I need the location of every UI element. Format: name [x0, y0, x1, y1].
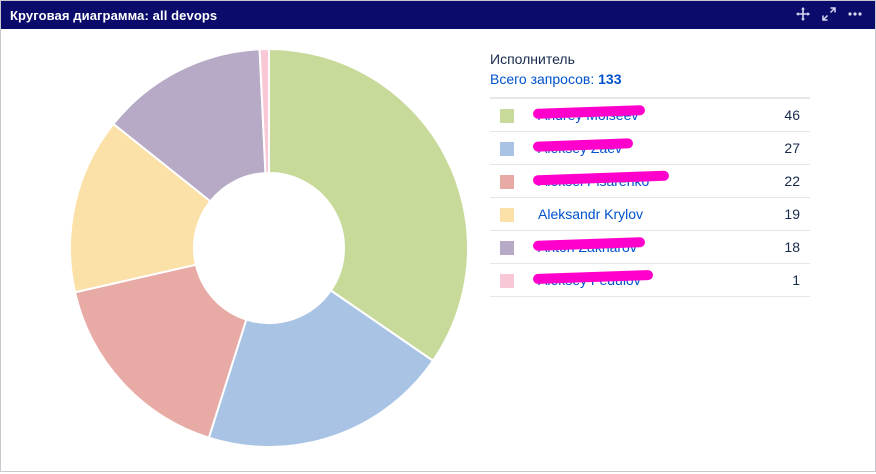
donut-chart — [69, 47, 469, 448]
legend-swatch — [500, 241, 514, 256]
pie-slice-1[interactable] — [268, 47, 469, 363]
legend-swatch — [500, 142, 514, 157]
legend-heading: Исполнитель — [490, 51, 575, 67]
legend-table: Andrey Moiseev46Aleksey Zaev27Aleksei Pi… — [490, 97, 810, 297]
legend-value: 18 — [758, 230, 810, 264]
legend-row: Aleksey Fedulov1 — [490, 263, 810, 297]
pie-slice-4[interactable] — [69, 122, 212, 294]
legend-row: Aleksei Pisarenko22 — [490, 164, 810, 198]
legend-assignee-link[interactable]: Aleksandr Krylov — [537, 197, 759, 231]
legend-assignee-link[interactable]: Aleksey Zaev — [532, 131, 759, 165]
expand-icon[interactable] — [821, 6, 837, 22]
legend-swatch — [500, 175, 514, 190]
legend-row: Aleksandr Krylov 19 — [490, 197, 810, 231]
total-label: Всего запросов: — [490, 71, 595, 87]
more-icon[interactable] — [847, 6, 863, 22]
legend-value: 1 — [758, 263, 810, 297]
legend-row: Anton Zakharov18 — [490, 230, 810, 264]
legend-assignee-link[interactable]: Aleksei Pisarenko — [532, 164, 759, 198]
legend-row: Aleksey Zaev27 — [490, 131, 810, 165]
pie-slice-3[interactable] — [73, 263, 248, 439]
header-actions — [795, 6, 863, 22]
pie-slice-5[interactable] — [112, 48, 267, 203]
legend-assignee-link[interactable]: Andrey Moiseev — [532, 98, 759, 132]
legend-label: Aleksandr Krylov — [538, 206, 644, 222]
legend-swatch — [500, 109, 514, 124]
legend-value: 46 — [758, 98, 810, 132]
legend-assignee-link[interactable]: Aleksey Fedulov — [532, 263, 759, 297]
gadget-title: Круговая диаграмма: all devops — [10, 8, 218, 23]
pie-slice-6[interactable] — [258, 47, 270, 175]
legend-value: 19 — [758, 197, 810, 231]
pie-slice-2[interactable] — [207, 289, 435, 448]
legend-row: Andrey Moiseev46 — [490, 98, 810, 132]
legend-assignee-link[interactable]: Anton Zakharov — [532, 230, 759, 264]
legend-value: 27 — [758, 131, 810, 165]
legend-swatch — [500, 208, 514, 223]
legend-swatch — [500, 274, 514, 289]
gadget-header: Круговая диаграмма: all devops — [1, 1, 875, 29]
legend-value: 22 — [758, 164, 810, 198]
total-requests: Всего запросов: 133 — [490, 71, 810, 87]
move-icon[interactable] — [795, 6, 811, 22]
legend: Исполнитель Всего запросов: 133 Andrey M… — [490, 51, 810, 297]
chart-area — [1, 29, 481, 469]
total-value: 133 — [598, 71, 622, 87]
